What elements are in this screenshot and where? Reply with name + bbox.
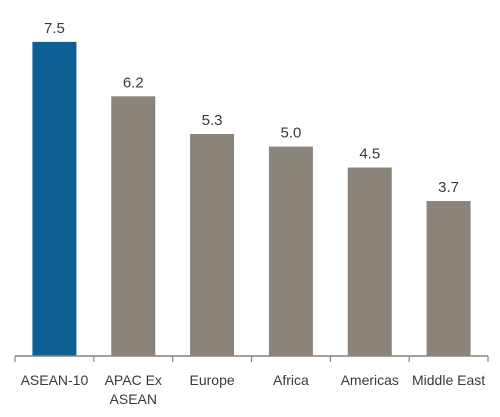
bars-group <box>32 41 471 357</box>
category-label-line: Africa <box>273 372 309 388</box>
category-label-line: ASEAN-10 <box>21 372 89 388</box>
category-label-line: Americas <box>341 372 399 388</box>
value-label: 6.2 <box>123 74 144 91</box>
category-label: Middle East <box>412 372 485 388</box>
value-labels-group: 7.5 6.2 5.3 5.0 4.5 3.7 <box>44 20 459 196</box>
bar-apac-ex-asean <box>111 96 156 357</box>
x-ticks-group <box>14 356 489 362</box>
category-label: Americas <box>341 372 399 388</box>
bar-middle-east <box>426 201 471 356</box>
value-label: 4.5 <box>359 146 380 163</box>
bar-americas <box>347 167 392 356</box>
value-label: 7.5 <box>44 20 65 37</box>
category-label: Africa <box>273 372 309 388</box>
bar-africa <box>268 146 313 356</box>
category-label-line: Europe <box>190 372 235 388</box>
category-label: Europe <box>190 372 235 388</box>
value-label: 3.7 <box>438 179 459 196</box>
category-label-line: Middle East <box>412 372 485 388</box>
category-label: APAC Ex ASEAN <box>105 372 162 407</box>
bar-europe <box>190 134 235 356</box>
category-label: ASEAN-10 <box>21 372 89 388</box>
category-labels-group: ASEAN-10 APAC Ex ASEAN Europe Africa Americas… <box>21 372 486 407</box>
category-label-line: ASEAN <box>110 391 157 407</box>
category-label-line: APAC Ex <box>105 372 162 388</box>
value-label: 5.0 <box>280 125 301 142</box>
value-label: 5.3 <box>202 112 223 129</box>
bar-asean-10 <box>32 41 77 356</box>
